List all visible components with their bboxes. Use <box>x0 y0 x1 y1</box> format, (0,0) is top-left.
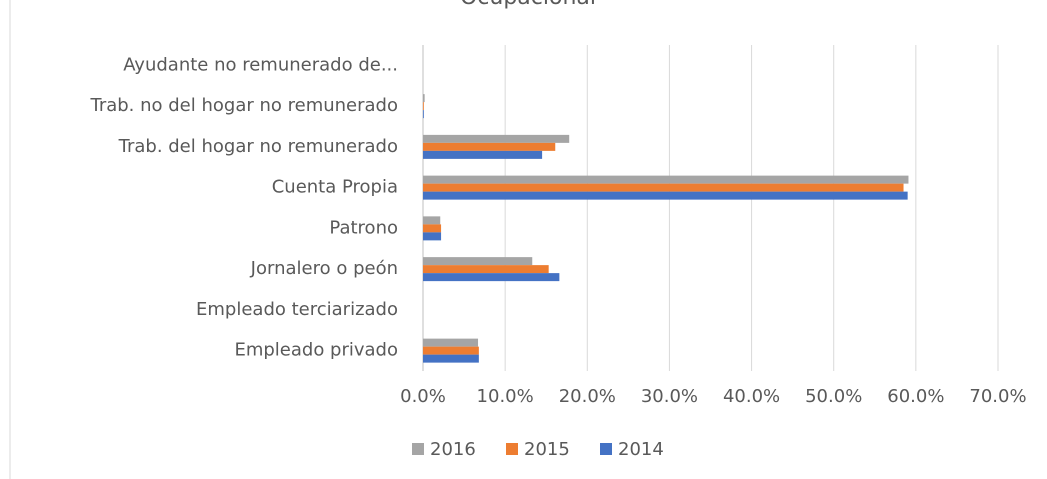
y-tick-label: Trab. del hogar no remunerado <box>118 136 398 157</box>
bar <box>423 134 570 143</box>
bar <box>423 346 479 355</box>
x-tick-label: 30.0% <box>641 386 698 407</box>
legend-label: 2014 <box>618 439 664 460</box>
bar <box>423 216 441 225</box>
x-tick-label: 20.0% <box>559 386 616 407</box>
bar <box>423 191 908 200</box>
y-tick-label: Cuenta Propia <box>272 177 398 198</box>
x-tick-label: 10.0% <box>477 386 534 407</box>
y-tick-label: Empleado privado <box>234 340 398 361</box>
bar <box>423 224 442 233</box>
bar <box>423 338 479 347</box>
chart-title: Ocupacional <box>460 0 596 10</box>
bar <box>423 265 549 274</box>
bar <box>423 94 425 103</box>
bar <box>423 175 909 184</box>
legend-label: 2015 <box>524 439 570 460</box>
x-tick-label: 60.0% <box>887 386 944 407</box>
x-tick-label: 50.0% <box>805 386 862 407</box>
x-tick-label: 40.0% <box>723 386 780 407</box>
y-tick-label: Trab. no del hogar no remunerado <box>89 95 398 116</box>
x-tick-label: 70.0% <box>969 386 1026 407</box>
bar <box>423 232 442 241</box>
legend-swatch <box>506 443 518 455</box>
y-tick-label: Jornalero o peón <box>250 258 398 279</box>
y-tick-label: Ayudante no remunerado de... <box>123 54 398 75</box>
x-tick-label: 0.0% <box>400 386 446 407</box>
bar <box>423 183 904 192</box>
bar <box>423 150 543 159</box>
y-tick-label: Empleado terciarizado <box>196 299 398 320</box>
legend-swatch <box>412 443 424 455</box>
legend-label: 2016 <box>430 439 476 460</box>
bar <box>423 354 479 363</box>
bar <box>423 257 533 266</box>
bar <box>423 142 556 151</box>
bar <box>423 102 424 111</box>
legend-swatch <box>600 443 612 455</box>
bar <box>423 273 560 282</box>
y-tick-label: Patrono <box>329 217 398 238</box>
bar <box>423 110 424 119</box>
